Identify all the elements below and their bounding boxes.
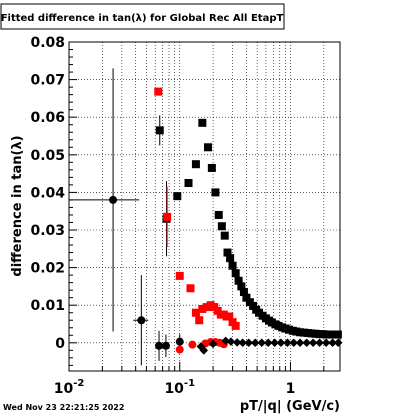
data-point (207, 163, 216, 172)
data-point (321, 338, 331, 348)
data-point (195, 316, 204, 325)
data-point (155, 126, 164, 135)
timestamp: Wed Nov 23 22:21:25 2022 (3, 403, 124, 412)
x-axis: 10-2 10-1 1 (54, 362, 325, 397)
x-tick-label: 10-2 (54, 378, 85, 397)
data-point (175, 345, 184, 354)
data-point (186, 284, 195, 293)
x-tick-label: 1 (286, 381, 296, 397)
data-point (283, 338, 292, 348)
data-point (191, 160, 200, 169)
data-point (198, 118, 207, 127)
series-1 (154, 87, 240, 330)
data-point (334, 338, 343, 348)
title-box: Fitted difference in tan(λ) for Global R… (0, 3, 285, 30)
data-point (264, 338, 273, 348)
data-point (237, 282, 246, 291)
data-point (199, 346, 209, 355)
data-point (231, 321, 240, 330)
y-axis: 0 0.01 0.02 0.03 0.04 0.05 0.06 0.07 0.08 (30, 35, 77, 366)
data-point (198, 304, 207, 313)
y-axis-label: difference in tan(λ) (10, 135, 25, 276)
data-point (184, 179, 193, 187)
data-point (217, 222, 226, 231)
y-tick-label: 0.05 (30, 148, 65, 164)
data-point (214, 210, 223, 219)
data-point (204, 143, 213, 152)
x-tick-exponent: -2 (73, 378, 84, 389)
y-tick-label: 0.04 (30, 185, 65, 201)
y-tick-label: 0.08 (30, 35, 65, 51)
chart-title: Fitted difference in tan(λ) for Global R… (1, 13, 284, 24)
y-tick-label: 0.02 (30, 261, 65, 277)
data-point (161, 341, 170, 350)
y-tick-label: 0.06 (30, 110, 65, 126)
data-point (226, 337, 236, 346)
data-point (308, 338, 318, 348)
data-point (154, 87, 163, 96)
data-point (155, 341, 164, 350)
y-tick-label: 0.07 (30, 73, 65, 89)
data-point (188, 340, 197, 349)
data-point (276, 338, 286, 348)
data-point (175, 271, 184, 280)
data-point (250, 338, 260, 348)
data-point (163, 212, 172, 221)
data-point (328, 338, 337, 348)
series-4 (196, 336, 343, 355)
data-point (289, 338, 298, 348)
plot-frame (68, 41, 341, 372)
data-point (225, 312, 234, 321)
data-point (270, 338, 279, 348)
data-point (221, 336, 230, 346)
x-axis-label: pT/|q| (GeV/c) (240, 399, 340, 414)
data-point (295, 338, 305, 348)
x-tick-exponent: -1 (184, 378, 195, 389)
data-point (228, 261, 237, 270)
x-tick-base: 10 (54, 381, 74, 397)
y-tick-label: 0.03 (30, 223, 65, 239)
data-point (333, 330, 342, 339)
data-point (220, 231, 229, 240)
data-point (315, 338, 324, 348)
data-point (231, 269, 240, 278)
data-point (211, 188, 220, 197)
data-point (175, 337, 184, 346)
data-point (234, 276, 243, 285)
title-frame (0, 3, 285, 30)
data-point (223, 248, 232, 257)
data-point (232, 338, 242, 347)
data-point (242, 293, 251, 302)
data-point (173, 192, 182, 201)
x-tick-label: 10-1 (164, 378, 195, 397)
y-tick-label: 0 (55, 336, 65, 352)
x-tick-base: 10 (164, 381, 184, 397)
data-point (302, 338, 311, 348)
data-point (191, 308, 200, 317)
data-point (239, 288, 248, 297)
data-point (238, 338, 247, 348)
data-point (226, 254, 235, 263)
x-tick-base: 1 (286, 381, 296, 397)
y-tick-label: 0.01 (30, 298, 65, 314)
data-point (257, 338, 266, 348)
data-marks (69, 68, 343, 366)
data-point (244, 338, 254, 348)
data-point (208, 339, 218, 349)
